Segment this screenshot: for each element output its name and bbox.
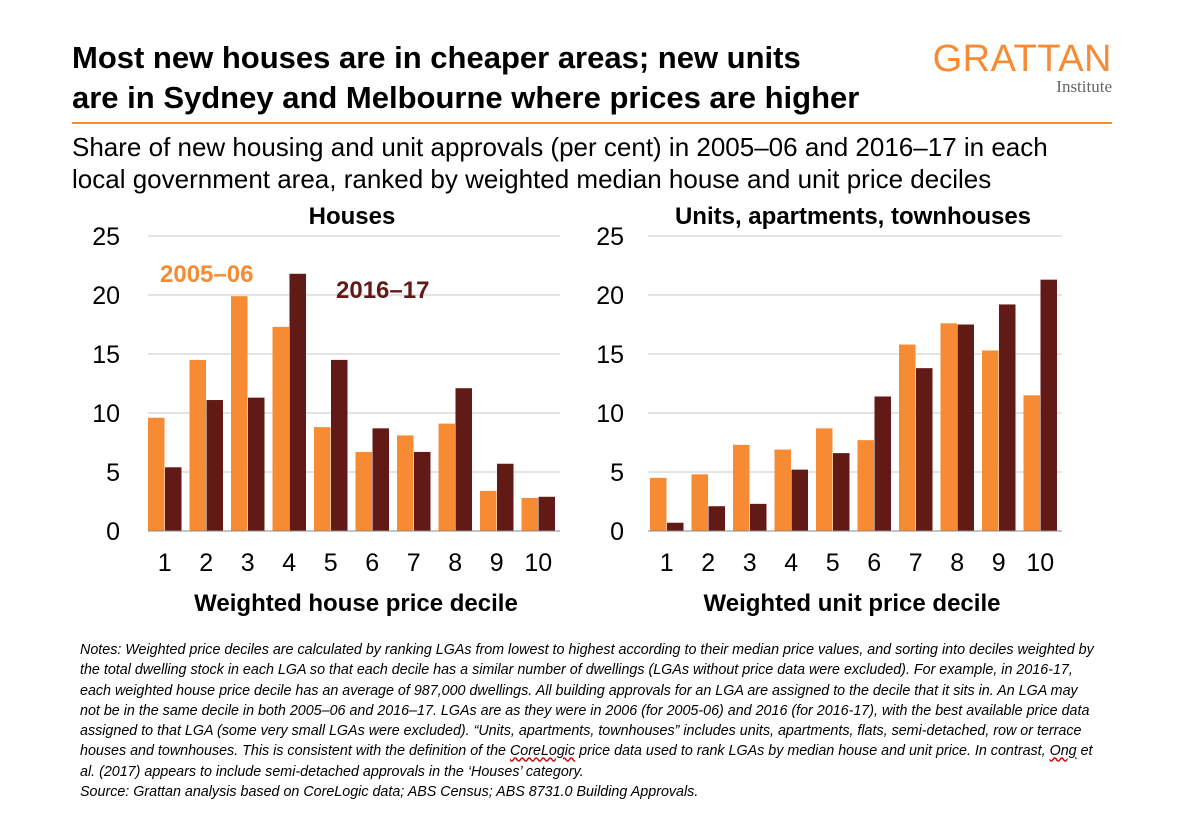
- bar-2016-17: [750, 503, 767, 531]
- x-tick-label: 9: [992, 549, 1006, 577]
- bar-2016-17: [206, 400, 223, 531]
- y-tick-label: 25: [92, 223, 120, 251]
- subtitle-line-1: Share of new housing and unit approvals …: [72, 132, 1048, 162]
- legend-label-2016-17: 2016–17: [336, 277, 429, 304]
- logo-subtext: Institute: [1056, 77, 1112, 96]
- bar-2016-17: [372, 428, 389, 531]
- x-tick-label: 2: [199, 549, 213, 577]
- notes-ong-word: Ong: [1049, 743, 1077, 760]
- bar-2016-17: [791, 469, 808, 531]
- x-tick-label: 3: [241, 549, 255, 577]
- y-tick-label: 20: [596, 282, 624, 310]
- grattan-logo: GRATTAN Institute: [933, 40, 1112, 96]
- title-line-1: Most new houses are in cheaper areas; ne…: [72, 40, 801, 75]
- bar-2016-17: [538, 496, 555, 531]
- bar-2016-17: [289, 273, 306, 531]
- x-tick-label: 8: [448, 549, 462, 577]
- bar-2005-06: [816, 428, 833, 531]
- y-tick-label: 0: [106, 518, 120, 546]
- notes-block: Notes: Weighted price deciles are calcul…: [80, 640, 1100, 802]
- bar-2016-17: [1040, 279, 1057, 531]
- panel-title: Houses: [309, 203, 396, 230]
- bar-2016-17: [165, 467, 182, 531]
- x-tick-label: 10: [524, 549, 552, 577]
- notes-text-1: Notes: Weighted price deciles are calcul…: [80, 642, 1094, 760]
- x-tick-label: 4: [282, 549, 296, 577]
- x-tick-label: 6: [867, 549, 881, 577]
- x-tick-label: 3: [743, 549, 757, 577]
- page-subtitle: Share of new housing and unit approvals …: [72, 131, 1132, 195]
- bar-2005-06: [397, 435, 414, 531]
- bar-2005-06: [438, 423, 455, 531]
- y-tick-label: 10: [596, 400, 624, 428]
- notes-corelogic-word: CoreLogic: [509, 743, 576, 760]
- y-tick-label: 5: [106, 459, 120, 487]
- bar-2016-17: [833, 453, 850, 531]
- y-tick-label: 10: [92, 400, 120, 428]
- source-line: Source: Grattan analysis based on CoreLo…: [80, 784, 699, 801]
- x-tick-label: 8: [950, 549, 964, 577]
- bar-2016-17: [874, 396, 891, 531]
- x-tick-label: 2: [701, 549, 715, 577]
- bar-2016-17: [957, 324, 974, 531]
- legend-label-2005-06: 2005–06: [160, 261, 253, 288]
- bar-2005-06: [774, 449, 791, 531]
- x-tick-label: 9: [490, 549, 504, 577]
- bar-2005-06: [480, 490, 497, 531]
- bar-2005-06: [355, 451, 372, 531]
- bar-2005-06: [314, 427, 331, 531]
- y-tick-label: 25: [596, 223, 624, 251]
- bar-2016-17: [708, 506, 725, 531]
- notes-text-2: price data used to rank LGAs by median h…: [575, 743, 1050, 760]
- x-tick-label: 6: [365, 549, 379, 577]
- page-title: Most new houses are in cheaper areas; ne…: [72, 38, 932, 118]
- x-axis-label: Weighted house price decile: [194, 590, 518, 617]
- x-tick-label: 7: [909, 549, 923, 577]
- x-tick-label: 1: [158, 549, 172, 577]
- header-divider: [72, 122, 1112, 124]
- bar-2005-06: [650, 477, 667, 531]
- bar-2016-17: [414, 451, 431, 531]
- bar-2005-06: [982, 350, 999, 531]
- x-tick-label: 4: [784, 549, 798, 577]
- bar-2005-06: [521, 497, 538, 531]
- title-line-2: are in Sydney and Melbourne where prices…: [72, 80, 860, 115]
- bar-2005-06: [272, 326, 289, 531]
- bar-2005-06: [733, 444, 750, 531]
- bar-2005-06: [148, 417, 165, 531]
- bar-2016-17: [497, 463, 514, 531]
- bar-2005-06: [940, 323, 957, 531]
- x-tick-label: 5: [324, 549, 338, 577]
- y-tick-label: 15: [596, 341, 624, 369]
- notes-text-3: et al. (2017) appears to include semi-de…: [80, 743, 1093, 780]
- panel-title: Units, apartments, townhouses: [675, 203, 1031, 230]
- bar-2016-17: [248, 397, 265, 531]
- bar-2016-17: [999, 304, 1016, 531]
- y-tick-label: 15: [92, 341, 120, 369]
- y-tick-label: 20: [92, 282, 120, 310]
- x-tick-label: 5: [826, 549, 840, 577]
- y-tick-label: 5: [610, 459, 624, 487]
- bar-2016-17: [916, 368, 933, 531]
- x-tick-label: 10: [1026, 549, 1054, 577]
- bar-2005-06: [899, 344, 916, 531]
- bar-2005-06: [691, 474, 708, 531]
- x-axis-label: Weighted unit price decile: [704, 590, 1001, 617]
- y-tick-label: 0: [610, 518, 624, 546]
- bar-2005-06: [1023, 395, 1040, 531]
- bar-2016-17: [667, 522, 684, 531]
- x-tick-label: 1: [660, 549, 674, 577]
- bar-2005-06: [189, 359, 206, 531]
- logo-wordmark: GRATTAN: [932, 38, 1112, 80]
- subtitle-line-2: local government area, ranked by weighte…: [72, 164, 992, 194]
- bar-2005-06: [857, 440, 874, 531]
- bar-2005-06: [231, 296, 248, 531]
- x-tick-label: 7: [407, 549, 421, 577]
- bar-2016-17: [455, 388, 472, 531]
- bar-2016-17: [331, 359, 348, 531]
